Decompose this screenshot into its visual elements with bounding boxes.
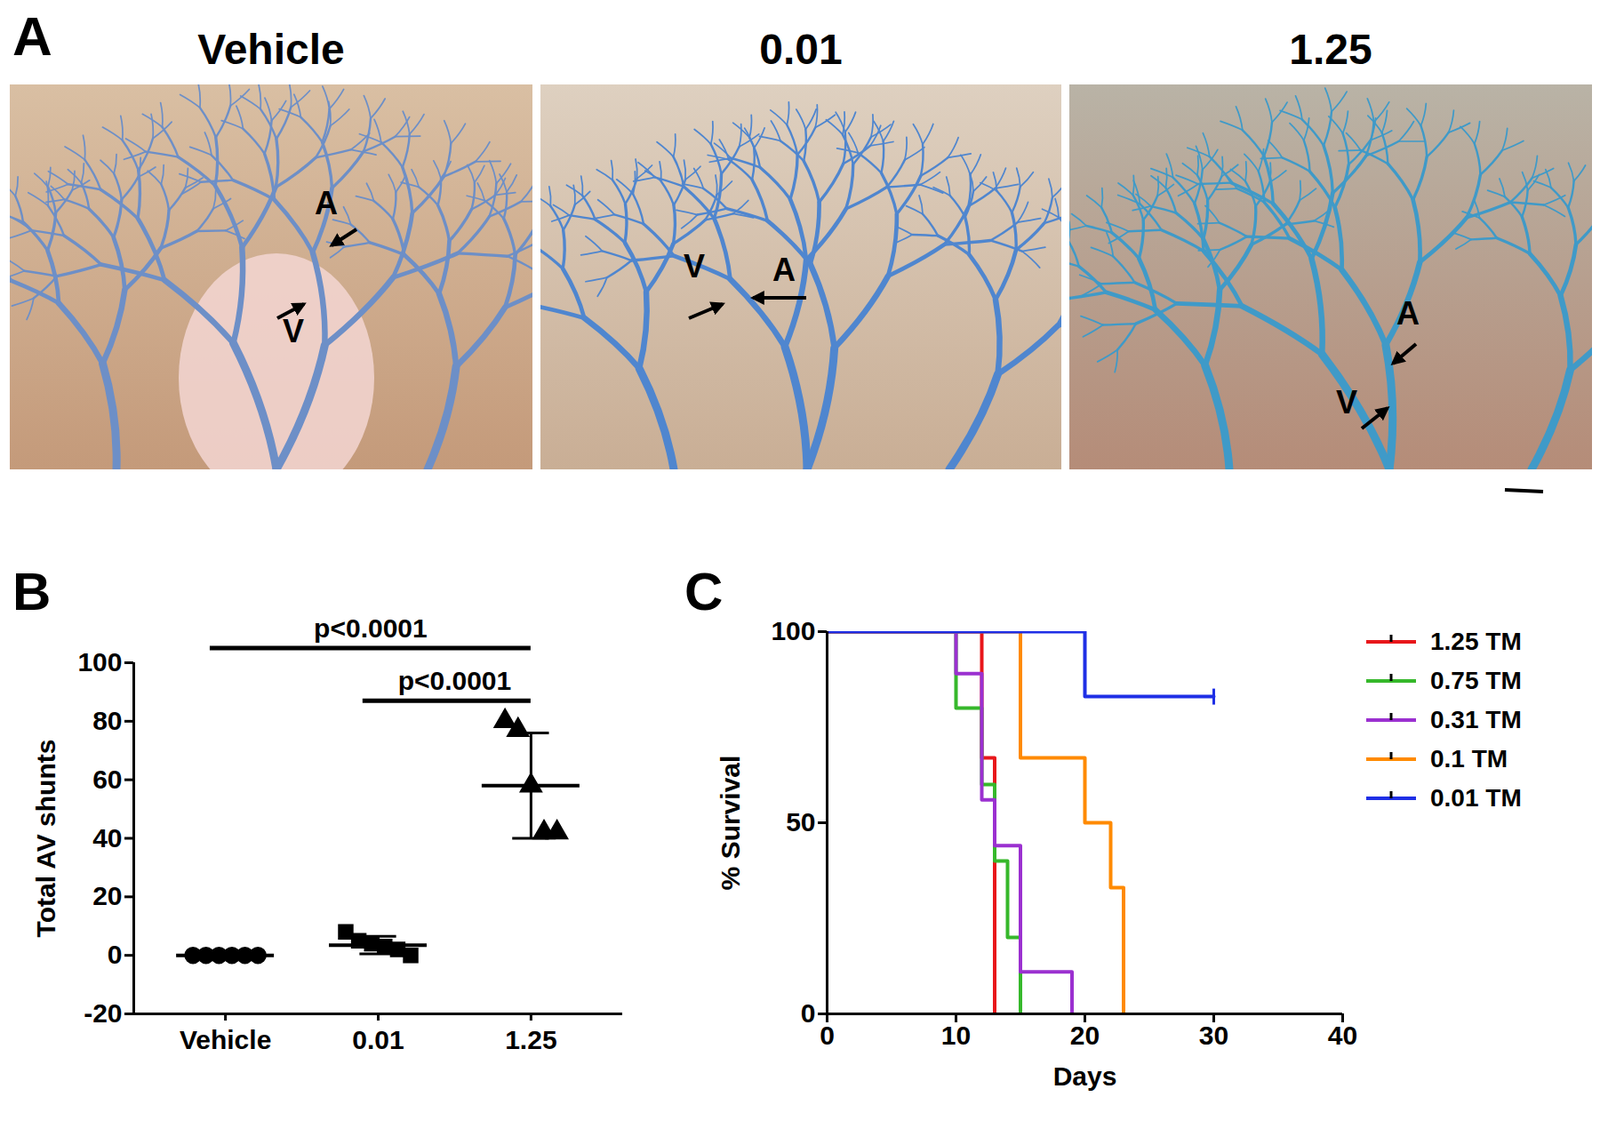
svg-text:20: 20 [92,880,122,911]
svg-text:40: 40 [92,823,122,853]
svg-text:0: 0 [107,939,123,969]
svg-text:80: 80 [92,705,122,736]
svg-text:100: 100 [77,647,122,677]
svg-text:0.01: 0.01 [352,1024,404,1055]
svg-text:Total AV shunts: Total AV shunts [31,739,61,938]
svg-text:A: A [1396,295,1420,332]
svg-text:Days: Days [1053,1061,1118,1091]
html-text:0.31 TM: 0.31 TM [1430,705,1522,734]
html-text:C: C [684,561,723,622]
html-text:0.1 TM: 0.1 TM [1430,744,1508,773]
svg-text:60: 60 [92,764,122,794]
svg-text:A: A [12,5,53,67]
html-text:0.01 TM: 0.01 TM [1430,784,1522,812]
svg-text:50: 50 [785,807,816,837]
svg-text:V: V [683,248,705,285]
svg-text:0: 0 [819,1020,835,1050]
svg-text:V: V [282,312,304,350]
svg-text:0: 0 [800,998,816,1028]
svg-text:10: 10 [941,1020,971,1050]
html-text:0.75 TM: 0.75 TM [1430,666,1522,695]
html-text:1.25 TM: 1.25 TM [1430,627,1522,656]
svg-text:0.01: 0.01 [759,25,842,73]
svg-text:p<0.0001: p<0.0001 [313,613,428,643]
svg-text:30: 30 [1199,1020,1229,1050]
svg-text:V: V [1336,384,1358,421]
svg-text:Vehicle: Vehicle [197,25,344,73]
svg-text:100: 100 [770,616,816,646]
svg-text:1.25: 1.25 [504,1024,557,1055]
svg-text:p<0.0001: p<0.0001 [398,665,512,696]
svg-text:40: 40 [1328,1020,1358,1050]
svg-text:1.25: 1.25 [1288,25,1372,73]
svg-text:-20: -20 [83,998,122,1028]
svg-text:Vehicle: Vehicle [179,1024,272,1055]
svg-text:20: 20 [1070,1020,1100,1050]
html-text:B: B [12,561,51,622]
svg-text:A: A [314,184,338,222]
svg-text:% Survival: % Survival [715,755,745,891]
svg-text:A: A [772,251,796,288]
